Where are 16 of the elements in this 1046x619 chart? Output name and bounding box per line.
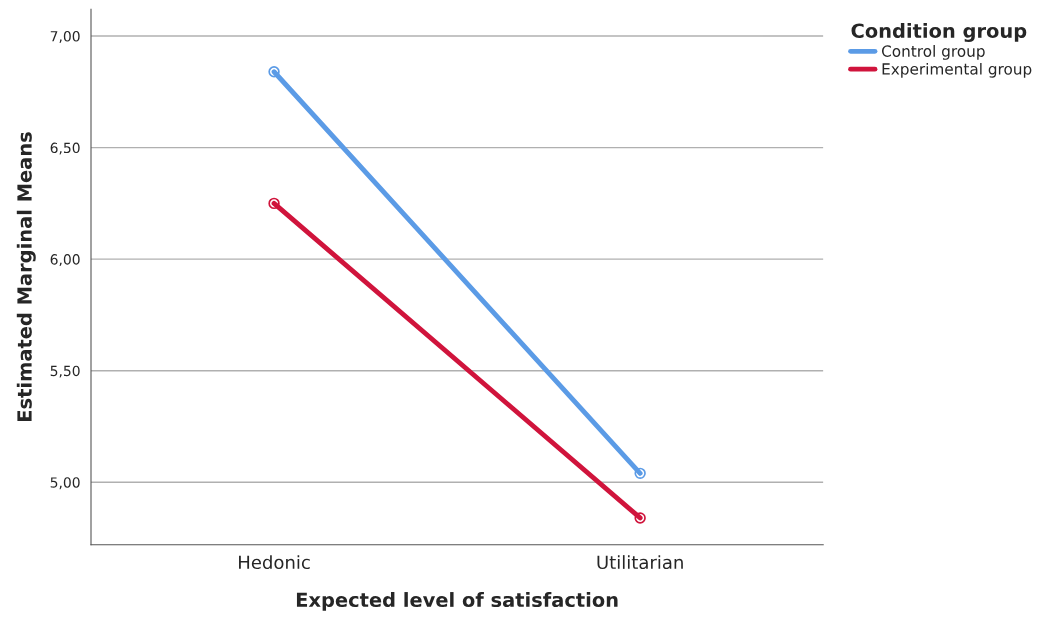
x-tick-label: Utilitarian bbox=[597, 555, 683, 570]
y-tick-label: 7,00 bbox=[50, 31, 80, 43]
legend-title: Condition group bbox=[851, 23, 1027, 43]
y-tick-label: 6,50 bbox=[50, 142, 80, 155]
x-axis-title: Expected level of satisfaction bbox=[296, 592, 618, 611]
y-axis-title: Estimated Marginal Means bbox=[16, 132, 36, 421]
y-tick-label: 5,50 bbox=[50, 365, 80, 378]
y-tick-label: 5,00 bbox=[50, 477, 80, 490]
point bbox=[634, 467, 646, 480]
point bbox=[268, 197, 280, 210]
point bbox=[268, 66, 280, 78]
point bbox=[634, 512, 646, 524]
y-tick-label: 6,00 bbox=[50, 254, 80, 267]
legend-label: Control group bbox=[881, 45, 985, 60]
x-tick-label: Hedonic bbox=[239, 555, 310, 570]
legend-label: Experimental group bbox=[882, 62, 1032, 78]
